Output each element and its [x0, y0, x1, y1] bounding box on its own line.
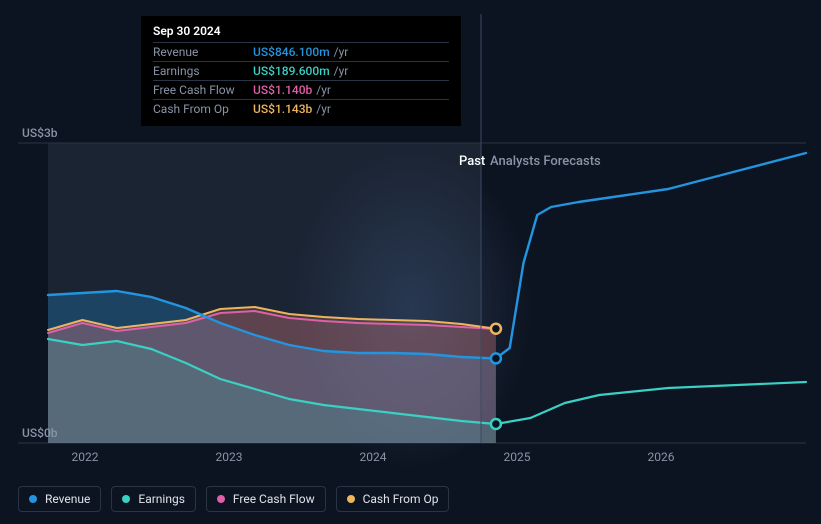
tooltip-row-label: Free Cash Flow — [153, 83, 253, 97]
y-axis-label-top: US$3b — [22, 126, 58, 140]
tooltip-row-label: Revenue — [153, 45, 253, 59]
tooltip-row: EarningsUS$189.600m/yr — [153, 61, 449, 80]
legend-item-fcf[interactable]: Free Cash Flow — [206, 486, 326, 512]
legend-label: Revenue — [45, 492, 90, 506]
financial-chart: Sep 30 2024 RevenueUS$846.100m/yrEarning… — [0, 0, 821, 524]
tooltip-row-value: US$846.100m — [253, 45, 330, 59]
tooltip-row-value: US$1.143b — [253, 102, 312, 116]
tooltip-row-value: US$1.140b — [253, 83, 312, 97]
y-axis-label-bottom: US$0b — [22, 426, 58, 440]
x-axis-tick: 2023 — [216, 450, 243, 464]
tooltip-row-value: US$189.600m — [253, 64, 330, 78]
legend-label: Free Cash Flow — [233, 492, 315, 506]
legend-label: Earnings — [138, 492, 185, 506]
legend-item-earnings[interactable]: Earnings — [111, 486, 196, 512]
tooltip-row: Cash From OpUS$1.143b/yr — [153, 99, 449, 118]
x-axis-tick: 2022 — [72, 450, 99, 464]
x-axis-tick: 2025 — [504, 450, 531, 464]
legend-dot-icon — [122, 495, 130, 503]
tooltip-row-suffix: /yr — [334, 45, 349, 59]
legend-item-cfo[interactable]: Cash From Op — [336, 486, 450, 512]
chart-legend: Revenue Earnings Free Cash Flow Cash From O… — [18, 486, 449, 512]
tooltip-row-suffix: /yr — [316, 83, 331, 97]
legend-dot-icon — [29, 495, 37, 503]
tooltip-row-label: Earnings — [153, 64, 253, 78]
chart-tooltip: Sep 30 2024 RevenueUS$846.100m/yrEarning… — [141, 16, 461, 126]
tooltip-row-suffix: /yr — [334, 64, 349, 78]
tooltip-row-suffix: /yr — [316, 102, 331, 116]
legend-item-revenue[interactable]: Revenue — [18, 486, 101, 512]
tooltip-row: Free Cash FlowUS$1.140b/yr — [153, 80, 449, 99]
x-axis-tick: 2026 — [648, 450, 675, 464]
section-label-forecast: Analysts Forecasts — [490, 154, 601, 169]
legend-dot-icon — [217, 495, 225, 503]
tooltip-row-label: Cash From Op — [153, 102, 253, 116]
legend-dot-icon — [347, 495, 355, 503]
legend-label: Cash From Op — [363, 492, 439, 506]
section-label-past: Past — [459, 154, 485, 169]
tooltip-row: RevenueUS$846.100m/yr — [153, 42, 449, 61]
tooltip-date: Sep 30 2024 — [153, 24, 449, 38]
x-axis-tick: 2024 — [360, 450, 387, 464]
